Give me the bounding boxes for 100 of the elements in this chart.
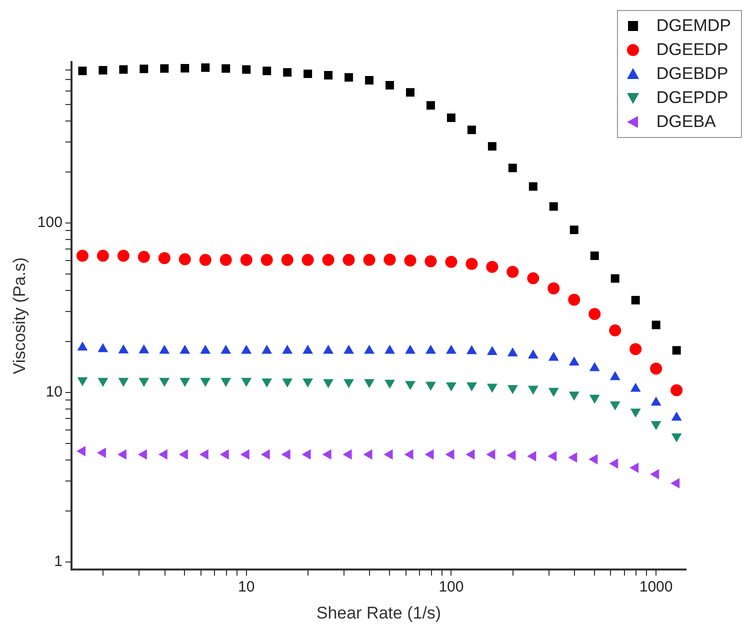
point — [241, 378, 252, 387]
point — [650, 362, 662, 375]
point — [466, 382, 477, 392]
point — [119, 65, 128, 74]
point — [324, 71, 333, 80]
point — [589, 394, 600, 404]
point — [426, 101, 435, 110]
point — [322, 254, 334, 266]
point — [548, 388, 559, 397]
point — [365, 76, 374, 84]
point — [363, 449, 372, 460]
point — [406, 88, 414, 97]
point — [548, 282, 560, 294]
point — [260, 254, 273, 266]
point — [117, 449, 126, 460]
point — [590, 252, 599, 260]
point — [220, 254, 232, 266]
point — [302, 449, 311, 460]
point — [630, 408, 641, 418]
point — [118, 378, 129, 387]
point — [424, 449, 434, 460]
point — [445, 256, 458, 268]
y-axis-title: Viscosity (Pa.s) — [10, 257, 29, 374]
point — [281, 254, 294, 266]
point — [527, 451, 536, 462]
point — [77, 377, 88, 386]
point — [117, 250, 130, 262]
point — [199, 254, 212, 266]
point — [96, 448, 106, 458]
y-tick-label: 100 — [37, 214, 62, 232]
x-tick-label: 10 — [238, 578, 255, 596]
legend-label: DGEPDP — [656, 87, 728, 109]
point — [631, 296, 640, 304]
point — [609, 324, 622, 336]
point — [180, 378, 190, 387]
point — [486, 260, 498, 273]
x-tick-label: 1000 — [639, 578, 673, 596]
legend-label: DGEEDP — [656, 39, 728, 61]
point — [262, 66, 272, 76]
point — [363, 254, 376, 266]
point — [486, 449, 496, 460]
point — [222, 64, 230, 73]
point — [138, 378, 150, 387]
point — [670, 478, 680, 488]
point — [549, 202, 558, 211]
point — [568, 294, 580, 306]
point — [384, 380, 395, 389]
point — [446, 114, 456, 122]
point — [568, 392, 580, 401]
point — [488, 142, 496, 151]
point — [670, 384, 683, 396]
point — [158, 449, 168, 460]
point — [652, 320, 660, 330]
point — [466, 258, 478, 270]
legend-label: DGEBDP — [656, 63, 728, 85]
point — [548, 451, 557, 462]
y-tick-label: 10 — [46, 384, 62, 401]
point — [506, 266, 519, 278]
point — [588, 454, 598, 464]
point — [507, 385, 518, 394]
point — [486, 384, 498, 393]
point — [220, 449, 229, 460]
point — [364, 379, 374, 388]
point — [200, 378, 211, 387]
point — [180, 64, 190, 72]
point — [445, 449, 454, 460]
y-tick-label: 1 — [54, 552, 62, 570]
point — [220, 378, 232, 387]
point — [467, 126, 476, 134]
point — [242, 65, 251, 74]
point — [240, 254, 252, 266]
point — [424, 255, 437, 268]
point — [98, 378, 108, 387]
point — [609, 458, 618, 469]
point — [506, 450, 516, 461]
point — [342, 449, 352, 460]
point — [283, 68, 292, 77]
point — [304, 70, 312, 78]
point — [610, 274, 620, 283]
point — [199, 449, 208, 460]
point — [570, 226, 578, 234]
point — [672, 346, 681, 355]
point — [610, 401, 620, 410]
point — [302, 254, 314, 266]
legend-label: DGEMDP — [656, 15, 731, 37]
point — [342, 254, 355, 266]
point — [650, 469, 660, 480]
point — [671, 433, 682, 442]
point — [344, 73, 354, 82]
point — [159, 378, 170, 387]
point — [630, 343, 642, 356]
point — [302, 378, 313, 388]
point — [344, 379, 354, 388]
point — [384, 449, 393, 460]
point — [446, 382, 456, 392]
point — [160, 64, 169, 73]
point — [404, 254, 416, 266]
point — [281, 449, 290, 460]
point — [384, 254, 396, 266]
point — [260, 449, 270, 460]
